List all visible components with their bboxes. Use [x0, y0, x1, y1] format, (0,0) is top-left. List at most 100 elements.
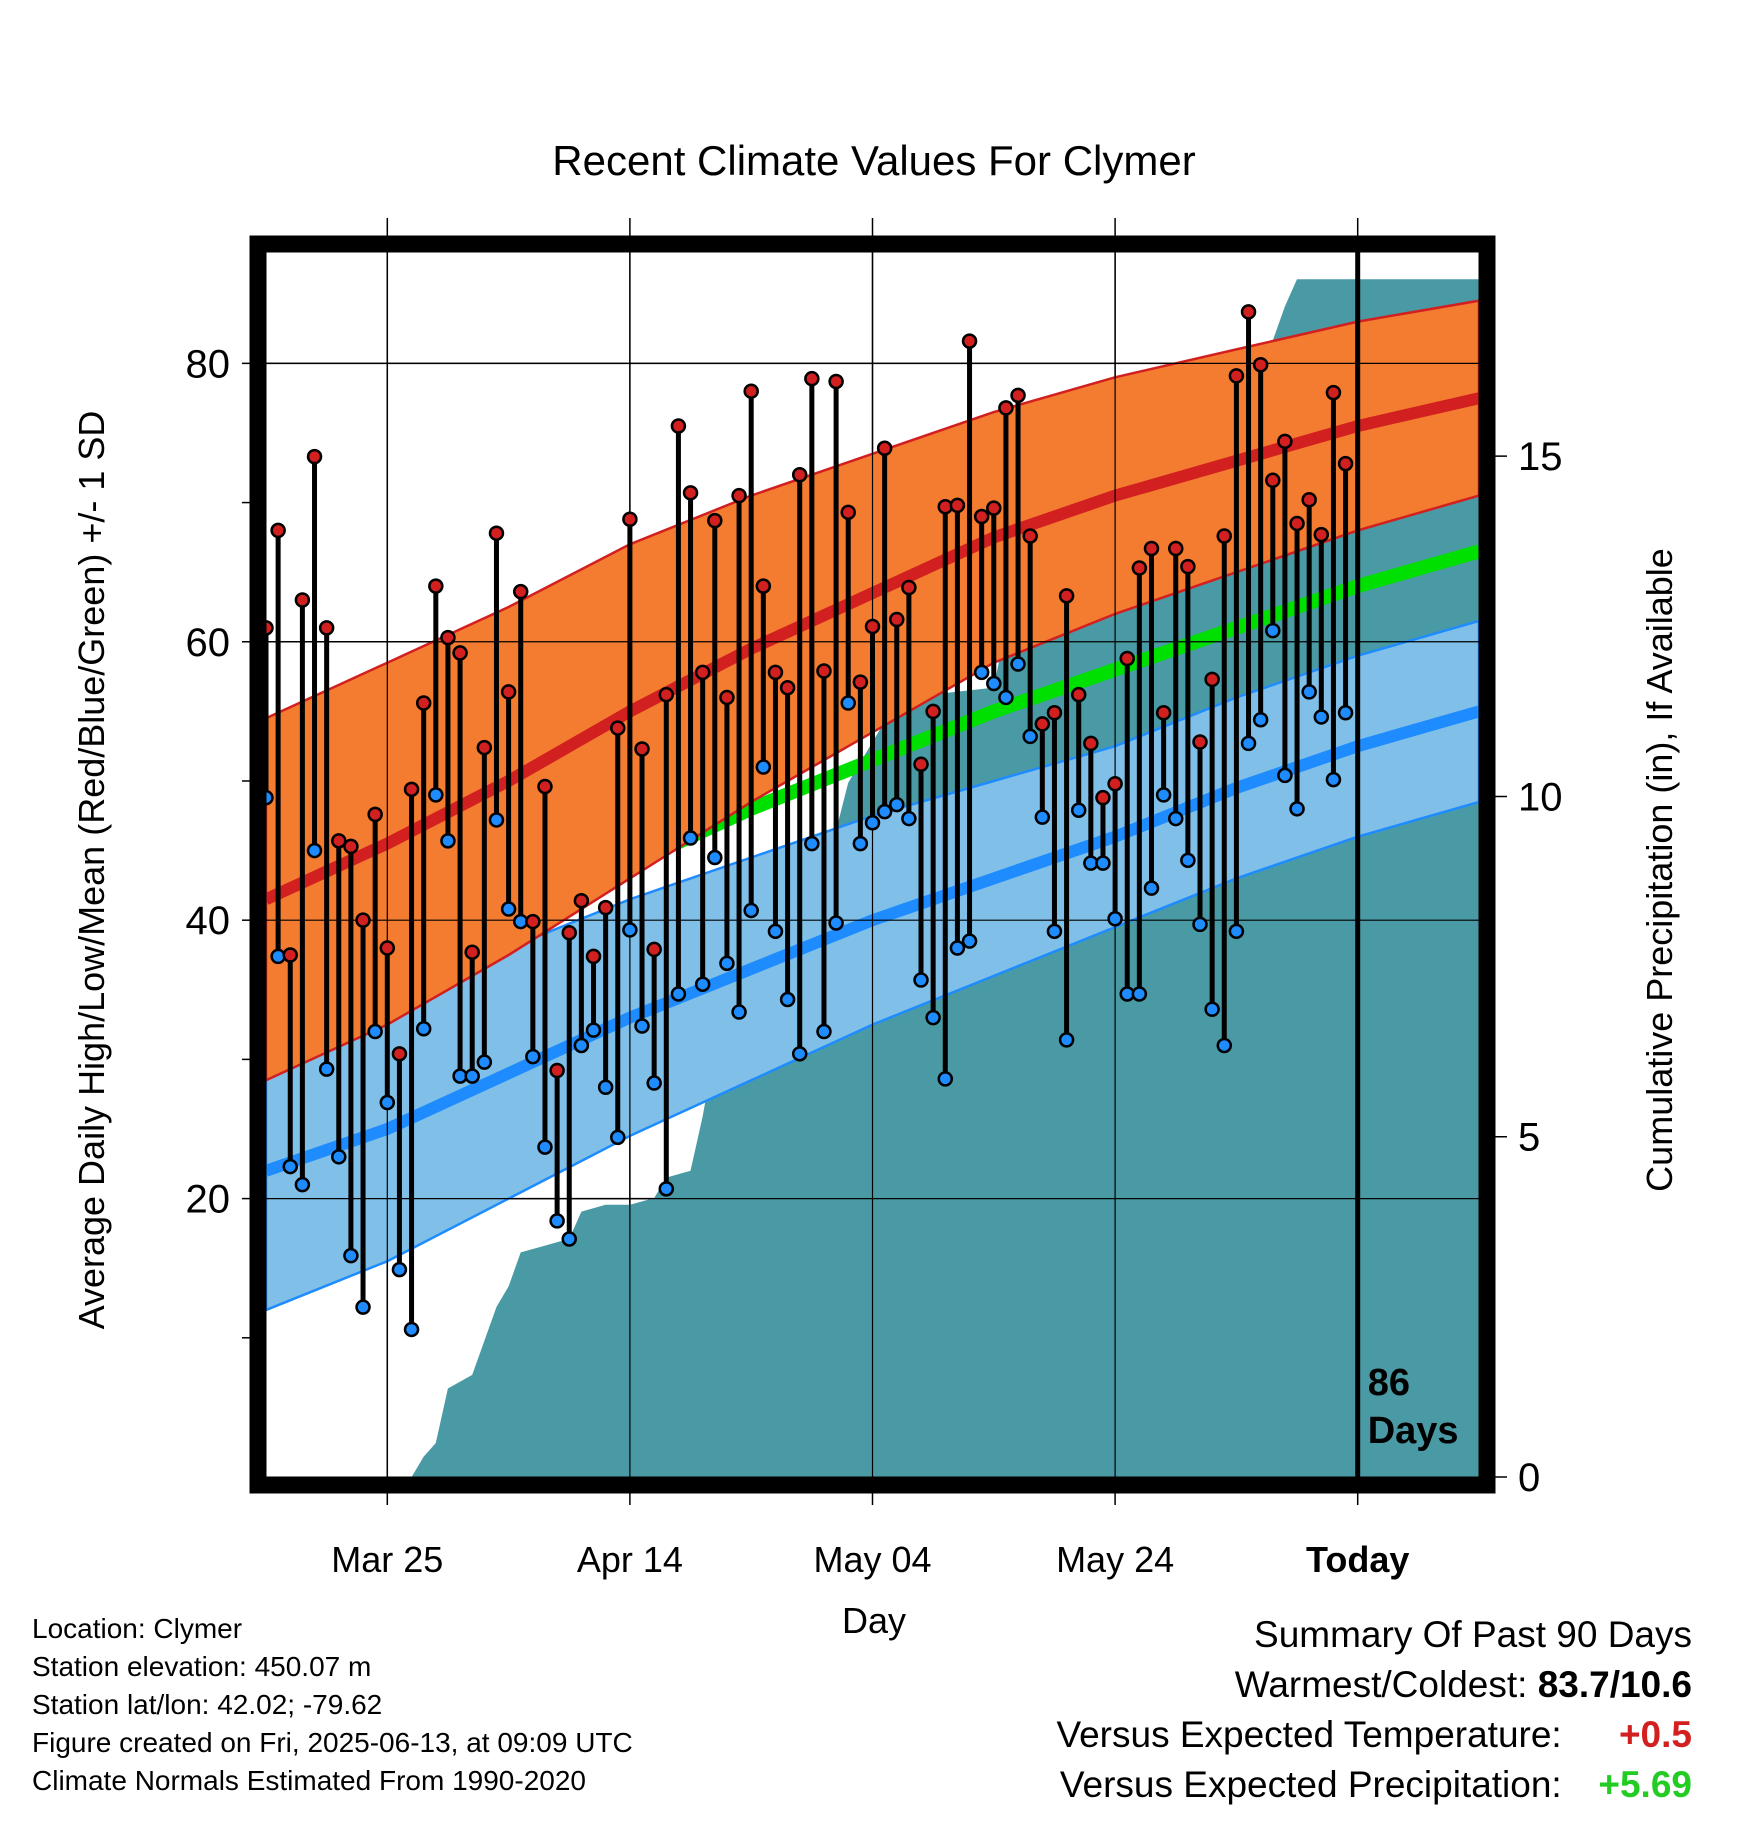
x-axis-label: Day — [842, 1600, 906, 1641]
x-tick-label: Apr 14 — [577, 1539, 683, 1580]
temp-value: +0.5 — [1618, 1714, 1692, 1755]
low-temp-point — [1034, 809, 1051, 825]
high-temp-point — [403, 781, 420, 798]
high-temp-point — [913, 756, 929, 773]
low-temp-point — [294, 1176, 311, 1193]
temp-label: Versus Expected Temperature: — [1056, 1714, 1562, 1755]
high-temp-point — [610, 720, 626, 736]
low-temp-point — [597, 1079, 614, 1095]
high-temp-point — [1143, 540, 1160, 557]
high-temp-point — [1168, 540, 1184, 557]
low-temp-point — [1216, 1037, 1233, 1054]
days-label: 86 — [1368, 1362, 1410, 1404]
low-temp-point — [949, 940, 966, 956]
high-temp-point — [282, 947, 299, 963]
high-temp-point — [646, 941, 662, 958]
high-temp-point — [1046, 705, 1063, 721]
low-temp-point — [682, 830, 699, 846]
precip-value: +5.69 — [1598, 1764, 1692, 1805]
low-temp-point — [306, 842, 323, 859]
low-temp-point — [1046, 923, 1063, 940]
high-temp-point — [1325, 384, 1342, 401]
high-temp-point — [658, 686, 675, 703]
low-temp-point — [852, 835, 869, 852]
high-temp-point — [379, 940, 396, 956]
low-temp-point — [1168, 810, 1184, 827]
normals-text: Climate Normals Estimated From 1990-2020 — [32, 1765, 586, 1796]
low-temp-point — [913, 972, 929, 988]
high-temp-point — [961, 333, 978, 349]
low-temp-point — [282, 1158, 299, 1175]
low-temp-point — [889, 796, 905, 813]
summary-panel: Summary Of Past 90 Days Warmest/Coldest:… — [1056, 1610, 1692, 1810]
high-temp-point — [791, 466, 808, 483]
y-tick-label: 60 — [186, 621, 231, 665]
high-temp-point — [306, 448, 323, 465]
low-temp-point — [791, 1046, 808, 1062]
low-temp-point — [876, 803, 893, 820]
high-temp-point — [804, 370, 820, 387]
high-temp-point — [731, 487, 747, 504]
high-temp-point — [1240, 304, 1257, 320]
high-temp-point — [266, 620, 274, 636]
x-tick-label: Today — [1306, 1539, 1409, 1580]
low-temp-point — [525, 1048, 541, 1065]
low-temp-point — [694, 976, 711, 992]
low-temp-point — [610, 1129, 626, 1146]
low-temp-point — [537, 1139, 553, 1155]
low-temp-point — [476, 1054, 493, 1070]
low-temp-point — [331, 1149, 347, 1165]
high-temp-point — [428, 578, 444, 594]
high-temp-point — [1277, 433, 1293, 450]
high-temp-point — [500, 684, 517, 700]
high-temp-point — [391, 1046, 408, 1062]
low-temp-point — [1325, 771, 1342, 788]
low-temp-point — [1155, 787, 1172, 803]
high-temp-point — [318, 620, 335, 636]
low-temp-point — [767, 923, 784, 940]
low-temp-point — [731, 1004, 747, 1020]
high-temp-point — [452, 645, 468, 661]
low-temp-point — [743, 902, 759, 919]
latlon-text: Station lat/lon: 42.02; -79.62 — [32, 1689, 383, 1720]
low-temp-point — [573, 1037, 590, 1054]
low-temp-point — [1192, 916, 1208, 933]
high-temp-point — [1034, 716, 1051, 732]
high-temp-point — [415, 695, 432, 711]
high-temp-point — [549, 1062, 565, 1079]
y2-tick-label: 0 — [1518, 1456, 1540, 1500]
x-tick-label: May 24 — [1056, 1539, 1174, 1580]
low-temp-point — [1289, 801, 1305, 817]
high-temp-point — [561, 924, 577, 941]
high-temp-point — [876, 440, 893, 457]
low-temp-point — [1095, 855, 1111, 871]
low-temp-point — [415, 1021, 432, 1037]
precip-row: Versus Expected Precipitation: +5.69 — [1056, 1760, 1692, 1810]
low-temp-point — [973, 664, 990, 681]
high-temp-point — [864, 618, 881, 635]
high-temp-point — [986, 500, 1002, 516]
high-temp-point — [707, 512, 723, 529]
low-temp-point — [266, 789, 274, 806]
low-temp-point — [658, 1181, 675, 1197]
low-temp-point — [464, 1068, 480, 1084]
high-temp-point — [925, 703, 941, 720]
high-temp-point — [1058, 588, 1075, 604]
high-temp-point — [1228, 368, 1245, 384]
days-label: Days — [1368, 1410, 1459, 1452]
high-temp-point — [440, 629, 456, 646]
low-temp-point — [804, 835, 820, 852]
high-temp-point — [694, 664, 711, 681]
high-temp-point — [682, 485, 699, 501]
low-temp-point — [840, 695, 856, 711]
high-temp-point — [622, 511, 638, 528]
low-temp-point — [1301, 684, 1317, 700]
low-temp-point — [622, 922, 638, 938]
high-temp-point — [597, 899, 614, 916]
low-temp-point — [961, 933, 978, 949]
high-temp-point — [464, 944, 480, 960]
high-temp-point — [779, 679, 796, 696]
low-temp-point — [1252, 711, 1269, 728]
high-temp-point — [840, 504, 856, 521]
low-temp-point — [719, 955, 735, 972]
